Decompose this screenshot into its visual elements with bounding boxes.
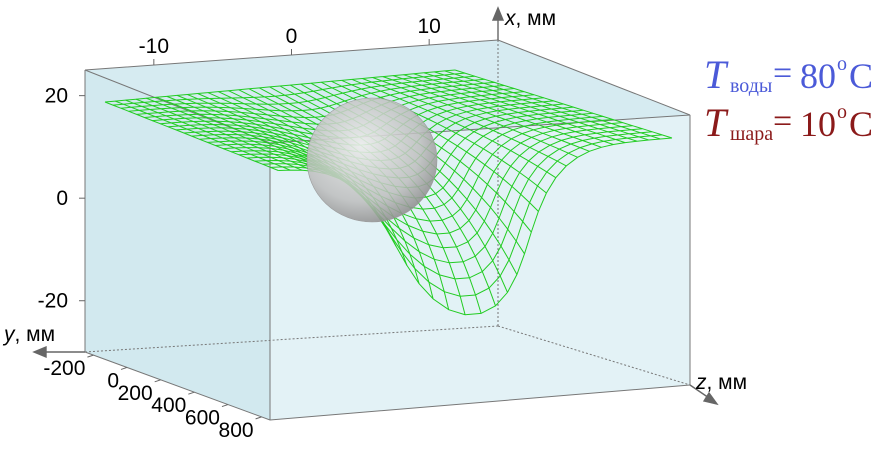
x-tick-label: 0 bbox=[286, 25, 298, 48]
surface-line bbox=[372, 77, 578, 158]
z-tick-label: 400 bbox=[151, 394, 186, 417]
surface-line bbox=[125, 99, 303, 171]
z-tick-label: 200 bbox=[118, 382, 153, 405]
surface-line bbox=[146, 97, 328, 175]
z-tick-mark bbox=[154, 379, 161, 383]
tick-marks bbox=[79, 39, 430, 420]
x-tick-label: -10 bbox=[139, 35, 169, 58]
annotation-subscript: воды bbox=[730, 75, 772, 97]
z-tick-mark bbox=[255, 416, 262, 420]
surface-line bbox=[135, 98, 315, 172]
z-tick-label: 800 bbox=[219, 419, 254, 442]
surface-line bbox=[351, 78, 557, 179]
axis-arrows bbox=[32, 6, 719, 406]
surface-line bbox=[382, 76, 590, 152]
surface-line bbox=[454, 69, 673, 139]
surface-line bbox=[444, 70, 661, 140]
x-axis-label: x, мм bbox=[504, 7, 556, 30]
surface-line bbox=[434, 71, 649, 141]
annotation-equals: = bbox=[773, 103, 792, 140]
annotation-degree: o bbox=[837, 53, 847, 75]
z-tick-label: 0 bbox=[107, 369, 119, 392]
annotation-symbol: T bbox=[704, 52, 729, 97]
surface-line bbox=[413, 73, 626, 144]
surface-line bbox=[423, 72, 638, 142]
sphere bbox=[306, 97, 438, 223]
surface-line bbox=[403, 74, 614, 145]
y-tick-label: -20 bbox=[38, 290, 68, 313]
y-tick-label: 20 bbox=[45, 85, 68, 108]
surface-line bbox=[362, 78, 567, 167]
z-tick-mark bbox=[188, 391, 195, 395]
surface-line bbox=[341, 79, 547, 194]
box-edges bbox=[84, 39, 691, 421]
y-axis-label: y, мм bbox=[2, 323, 55, 346]
y-tick-label: 0 bbox=[56, 187, 68, 210]
surface-line bbox=[393, 75, 602, 148]
z-tick-mark bbox=[221, 404, 229, 408]
annotation-unit: C bbox=[849, 104, 873, 144]
annotation-value: 80 bbox=[800, 56, 836, 96]
box-left-face bbox=[85, 70, 270, 420]
x-tick-label: 10 bbox=[417, 15, 440, 38]
z-tick-label: -200 bbox=[43, 357, 85, 380]
surface-line bbox=[104, 101, 279, 171]
annotation-degree: o bbox=[837, 101, 847, 123]
annotation-symbol: T bbox=[704, 100, 729, 145]
annotation-unit: C bbox=[849, 56, 873, 96]
z-tick-label: 600 bbox=[185, 407, 220, 430]
z-tick-mark bbox=[120, 366, 128, 370]
annotation-subscript: шара bbox=[730, 123, 773, 145]
z-tick-mark bbox=[87, 354, 94, 358]
annotation-equals: = bbox=[773, 55, 792, 92]
surface-line bbox=[115, 100, 291, 171]
box-top-face bbox=[85, 40, 690, 143]
annotation-value: 10 bbox=[800, 104, 836, 144]
z-axis-label: z, мм bbox=[695, 371, 747, 394]
